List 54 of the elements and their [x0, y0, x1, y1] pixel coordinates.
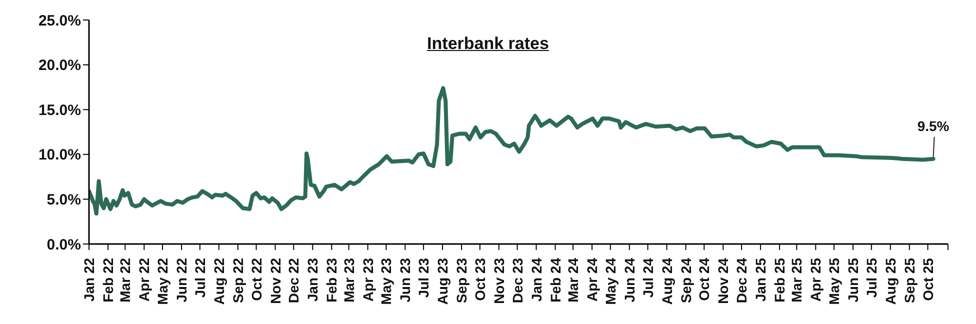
x-tick-label: Oct 23: [472, 258, 488, 301]
x-tick-label: Jul 22: [192, 258, 208, 298]
x-tick-label: Feb 24: [547, 258, 564, 302]
y-tick-label: 25.0%: [38, 12, 81, 30]
x-tick-label: Oct 22: [248, 258, 264, 301]
x-tick-label: Mar 25: [788, 258, 805, 302]
x-tick-label: Oct 25: [920, 258, 936, 301]
x-tick-label: Mar 24: [565, 258, 582, 302]
x-tick-label: Jan 22: [81, 258, 97, 302]
x-tick-label: Apr 22: [136, 258, 152, 302]
x-tick-label: Mar 23: [340, 258, 357, 302]
x-tick-label: Apr 25: [808, 258, 824, 302]
y-tick-label: 0.0%: [46, 236, 81, 254]
x-tick-label: Mar 22: [117, 258, 134, 302]
x-tick-label: Feb 22: [100, 258, 116, 302]
x-tick-label: May 25: [826, 258, 842, 305]
annotation: 9.5%: [917, 118, 950, 134]
x-tick-label: Jul 23: [416, 258, 432, 298]
x-tick-label: Sep 24: [678, 258, 694, 304]
x-tick-label: Nov 22: [267, 258, 284, 304]
x-tick-label: Apr 24: [584, 258, 600, 302]
text: Interbank rates: [426, 34, 550, 54]
y-tick-label: 5.0%: [46, 192, 81, 209]
y-tick-label: 10.0%: [38, 146, 81, 164]
x-tick-label: May 23: [378, 258, 394, 305]
x-tick-label: Oct 24: [696, 258, 712, 301]
x-tick-label: Sep 22: [230, 258, 246, 304]
x-tick-label: Aug 23: [434, 258, 451, 305]
x-tick-label: Feb 25: [772, 258, 788, 302]
x-tick-label: Jul 24: [640, 258, 656, 298]
x-tick-label: Jun 22: [174, 258, 190, 302]
x-tick-label: Feb 23: [324, 258, 340, 302]
x-tick-label: Dec 24: [734, 258, 750, 304]
x-tick-label: Jun 24: [621, 258, 638, 302]
x-tick-label: Jan 25: [752, 258, 769, 302]
x-tick-label: Jul 25: [863, 258, 880, 298]
x-tick-label: Aug 22: [210, 258, 227, 305]
x-tick-label: Jun 23: [397, 258, 414, 302]
x-tick-label: Jan 23: [304, 258, 321, 302]
x-tick-label: May 24: [602, 258, 618, 305]
x-tick-label: Nov 24: [715, 258, 732, 304]
x-tick-label: Sep 23: [454, 258, 470, 304]
x-tick-label: Dec 22: [286, 258, 302, 304]
x-tick-label: Aug 25: [882, 258, 898, 305]
x-tick-label: Sep 25: [901, 258, 918, 304]
x-tick-label: Dec 23: [509, 258, 526, 304]
y-tick-label: 20.0%: [38, 57, 81, 74]
x-tick-label: May 22: [154, 258, 171, 305]
x-tick-label: Nov 23: [490, 258, 507, 304]
x-tick-label: Aug 24: [658, 258, 675, 305]
y-tick-label: 15.0%: [38, 102, 81, 119]
x-tick-label: Jun 25: [845, 258, 862, 302]
x-tick-label: Jan 24: [528, 258, 544, 302]
x-tick-label: Apr 23: [360, 258, 376, 302]
